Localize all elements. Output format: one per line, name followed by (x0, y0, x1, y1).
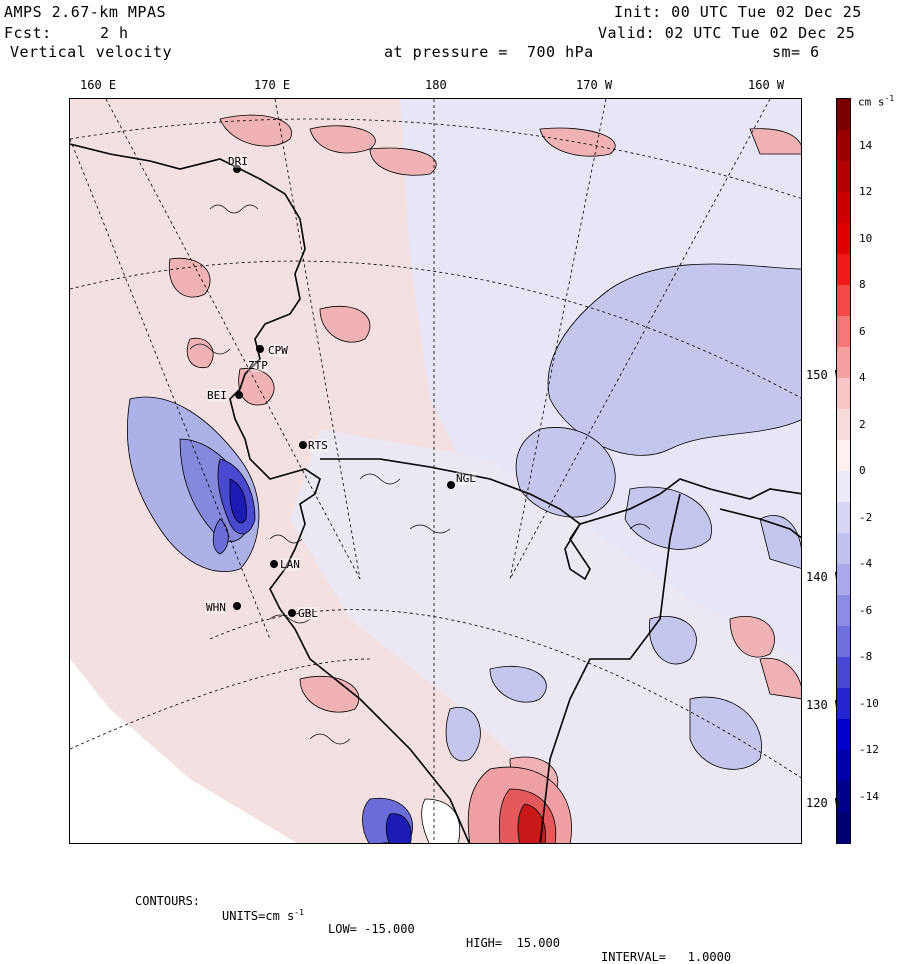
colorbar-segment (837, 781, 850, 813)
colorbar-tick-label: 2 (859, 417, 866, 431)
station-label-gbl: GBL (298, 607, 318, 620)
station-label-bei: BEI (207, 389, 227, 402)
colorbar-segment (837, 564, 850, 596)
vertical-velocity-map: DRI CPW ZTP BEI RTS NGL LAN WHN GBL (69, 98, 802, 844)
station-dot-gbl (288, 609, 296, 617)
colorbar-segment (837, 223, 850, 255)
station-dot-whn (233, 602, 241, 610)
lon-label-170w: 170 W (576, 78, 613, 92)
colorbar-segment (837, 750, 850, 782)
colorbar-tick-label: 10 (859, 231, 873, 245)
descent-patches (445, 263, 801, 770)
colorbar-tick-label: 14 (859, 138, 873, 152)
forecast-label: Fcst: (4, 24, 52, 42)
colorbar-tick-label: -4 (859, 557, 873, 570)
station-dot-lan (270, 560, 278, 568)
station-label-cpw: CPW (268, 344, 288, 357)
station-label-ztp: ZTP (248, 359, 268, 372)
contours-label: CONTOURS: (135, 894, 201, 908)
station-dot-rts (299, 441, 307, 449)
colorbar-segment (837, 688, 850, 720)
colorbar-segment (837, 254, 850, 286)
lon-label-170e: 170 E (254, 78, 291, 92)
colorbar-segment (837, 719, 850, 751)
colorbar-segment (837, 378, 850, 410)
init-time: Init: 00 UTC Tue 02 Dec 25 (614, 3, 862, 21)
colorbar-tick-label: 0 (859, 464, 866, 477)
graticule (70, 99, 801, 843)
model-title: AMPS 2.67-km MPAS (4, 3, 167, 21)
colorbar-segment (837, 347, 850, 379)
coastline (70, 143, 801, 843)
station-label-ngl: NGL (456, 472, 476, 485)
colorbar-segment (837, 409, 850, 441)
colorbar-segment (837, 285, 850, 317)
lon-label-160w: 160 W (748, 78, 785, 92)
colorbar-tick-label: 4 (859, 371, 866, 384)
colorbar-tick-label: -10 (859, 696, 879, 710)
colorbar-segment (837, 130, 850, 162)
colorbar-tick-label: -14 (859, 789, 879, 803)
contour-lines (189, 204, 651, 745)
lon-label-180: 180 (425, 78, 447, 92)
colorbar-segment (837, 533, 850, 565)
pressure-level: at pressure = 700 hPa (384, 43, 594, 61)
colorbar-segment (837, 626, 850, 658)
colorbar (836, 98, 851, 844)
field-name: Vertical velocity (10, 43, 173, 61)
units-label: UNITS=cm s-1 (222, 908, 304, 923)
interval-value: INTERVAL= 1.0000 (601, 950, 732, 964)
smoothing-value: sm= 6 (772, 43, 820, 61)
colorbar-segment (837, 99, 850, 131)
colorbar-segment (837, 812, 850, 844)
station-label-rts: RTS (308, 439, 328, 452)
colorbar-tick-label: -8 (859, 650, 873, 663)
colorbar-tick-label: -2 (859, 510, 873, 524)
contour-info: CONTOURS: UNITS=cm s-1 LOW= -15.000 HIGH… (0, 880, 900, 964)
station-label-whn: WHN (206, 601, 226, 614)
valid-time: Valid: 02 UTC Tue 02 Dec 25 (598, 24, 856, 42)
station-dot-cpw (256, 345, 264, 353)
strong-descent (126, 396, 260, 572)
station-dot-dri (233, 165, 241, 173)
colorbar-segment (837, 657, 850, 689)
low-value: LOW= -15.000 (328, 922, 415, 936)
colorbar-segment (837, 471, 850, 503)
colorbar-segment (837, 316, 850, 348)
colorbar-segment (837, 502, 850, 534)
colorbar-tick-label: -6 (859, 603, 873, 617)
station-dot-bei (235, 391, 243, 399)
lon-label-160e: 160 E (80, 78, 117, 92)
colorbar-tick-label: 12 (859, 185, 873, 198)
station-label-lan: LAN (280, 558, 300, 571)
station-dot-ngl (447, 481, 455, 489)
colorbar-segment (837, 595, 850, 627)
colorbar-tick-label: 6 (859, 324, 866, 338)
colorbar-segment (837, 192, 850, 224)
colorbar-segment (837, 161, 850, 193)
colorbar-segment (837, 440, 850, 472)
station-label-dri: DRI (228, 155, 248, 168)
forecast-hour: 2 h (100, 24, 129, 42)
strong-ascent (362, 766, 572, 843)
colorbar-tick-label: 8 (859, 278, 866, 291)
colorbar-tick-label: -12 (859, 743, 879, 756)
colorbar-units: cm s-1 (858, 94, 895, 109)
map-canvas (70, 99, 801, 843)
high-value: HIGH= 15.000 (466, 936, 560, 950)
